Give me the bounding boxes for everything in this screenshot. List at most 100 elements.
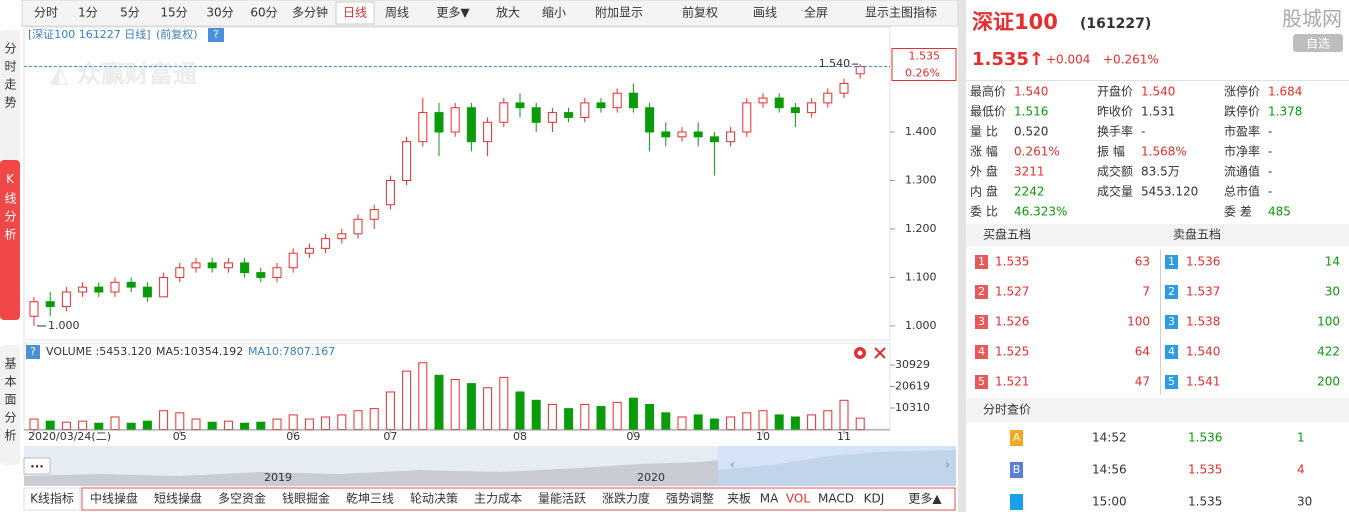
help-box[interactable] <box>26 345 40 359</box>
watch-button[interactable] <box>1293 34 1343 52</box>
change: +0.004 <box>1046 53 1090 67</box>
stat-value: 1.531 <box>1141 105 1175 119</box>
indicator-label[interactable]: 夹板 <box>727 492 751 506</box>
side-tab-label[interactable]: 基本面分析 <box>3 357 17 447</box>
toolbar-button[interactable] <box>530 2 578 24</box>
side-tab-label[interactable]: 分时走势 <box>3 42 17 114</box>
indicator-label[interactable]: 更多▲ <box>908 492 942 506</box>
toolbar-label[interactable]: 更多▼ <box>436 6 470 20</box>
navigator-more-label[interactable]: ... <box>30 457 44 471</box>
help-label[interactable]: ? <box>213 28 219 41</box>
indicator-label[interactable]: MA <box>760 492 779 506</box>
indicator-label[interactable]: VOL <box>786 492 810 506</box>
toolbar-label[interactable]: 分时 <box>34 6 58 20</box>
navigator-area <box>24 460 718 486</box>
indicator-label[interactable]: 轮动决策 <box>410 492 458 506</box>
watch-label[interactable]: 自选 <box>1306 37 1330 51</box>
side-tab[interactable] <box>0 30 20 160</box>
indicator-label[interactable]: 乾坤三线 <box>346 491 394 506</box>
indicator-first[interactable] <box>23 487 81 511</box>
toolbar-label[interactable]: 周线 <box>385 6 409 20</box>
side-tab-label[interactable]: K线分析 <box>3 172 17 246</box>
toolbar-label[interactable]: 60分 <box>250 6 277 20</box>
divider <box>958 0 966 512</box>
candle-body <box>207 262 217 269</box>
toolbar-button[interactable] <box>846 2 956 24</box>
toolbar-label[interactable]: 全屏 <box>804 5 828 20</box>
stat-label: 跌停价 <box>1224 104 1260 119</box>
candle-body <box>596 102 606 109</box>
volume-bar <box>288 414 298 430</box>
toolbar-button[interactable] <box>286 2 334 24</box>
toolbar-button[interactable] <box>335 1 375 25</box>
level-label: 4 <box>978 345 985 358</box>
toolbar-button[interactable] <box>488 2 528 24</box>
stat-label: 涨 幅 <box>970 144 998 159</box>
indicator-label[interactable]: MACD <box>818 492 854 506</box>
toolbar-label[interactable]: 5分 <box>120 6 140 20</box>
help-label[interactable]: ? <box>30 345 36 358</box>
toolbar-label[interactable]: 前复权 <box>682 5 718 20</box>
toolbar-button[interactable] <box>580 2 658 24</box>
settings-icon[interactable] <box>854 347 866 359</box>
side-tab[interactable] <box>0 345 20 465</box>
toolbar-label[interactable]: 30分 <box>206 6 233 20</box>
stat-label: 市净率 <box>1224 144 1260 159</box>
navigator-more[interactable] <box>23 457 51 475</box>
toolbar-button[interactable] <box>244 2 284 24</box>
toolbar-label[interactable]: 画线 <box>753 6 777 20</box>
indicator-label[interactable]: 多空资金 <box>218 491 266 506</box>
stat-label: 最低价 <box>970 105 1006 119</box>
indicator-label[interactable]: 强势调整 <box>666 491 714 506</box>
toolbar-button[interactable] <box>68 2 108 24</box>
trades-header <box>966 398 1349 422</box>
trade-price: 1.535 <box>1188 495 1222 509</box>
indicator-label[interactable]: 中线操盘 <box>90 491 138 506</box>
toolbar-button[interactable] <box>198 2 242 24</box>
candle-body <box>790 107 800 114</box>
candle-body <box>709 136 719 143</box>
side-tab[interactable] <box>0 160 20 320</box>
indicator-label[interactable]: KDJ <box>864 492 885 506</box>
toolbar-button[interactable] <box>110 2 150 24</box>
volume-bar <box>191 418 201 431</box>
toolbar-button[interactable] <box>790 2 842 24</box>
toolbar-button[interactable] <box>152 2 196 24</box>
stat-value: 1.516 <box>1014 105 1048 119</box>
watermark: ◭ 众赢财富通 <box>50 60 197 88</box>
toolbar-label[interactable]: 1分 <box>78 6 98 20</box>
navigator-handle[interactable]: › <box>945 458 950 472</box>
indicator-label[interactable]: 涨跌力度 <box>602 491 650 506</box>
book-volume: 63 <box>1135 255 1150 269</box>
toolbar-label[interactable]: 缩小 <box>542 5 566 20</box>
toolbar-label[interactable]: 多分钟 <box>292 5 328 20</box>
chart-subtitle: (前复权) <box>156 27 198 41</box>
toolbar-label[interactable]: 放大 <box>496 5 520 20</box>
trade-flag <box>1010 494 1023 510</box>
trade-flag-label: B <box>1013 463 1021 476</box>
toolbar-button[interactable] <box>420 2 486 24</box>
toolbar-label[interactable]: 显示主图指标 <box>865 5 937 20</box>
indicator-label[interactable]: 钱眼掘金 <box>282 491 330 506</box>
close-icon[interactable] <box>874 347 886 359</box>
candle-body <box>191 262 201 269</box>
toolbar-button[interactable] <box>660 2 740 24</box>
level-box <box>1165 285 1178 299</box>
navigator-handle[interactable]: ‹ <box>730 458 735 472</box>
book-volume: 422 <box>1317 345 1340 359</box>
indicator-label[interactable]: K线指标 <box>30 491 74 506</box>
indicator-label[interactable]: 短线操盘 <box>154 491 202 506</box>
toolbar-label[interactable]: 日线 <box>343 6 367 20</box>
indicator-label[interactable]: 主力成本 <box>474 492 522 506</box>
help-box[interactable] <box>208 28 224 42</box>
x-tick-label: 2020/03/24(二) <box>28 430 111 443</box>
toolbar-button[interactable] <box>24 2 68 24</box>
toolbar-button[interactable] <box>742 2 788 24</box>
toolbar-button[interactable] <box>378 2 416 24</box>
toolbar-label[interactable]: 附加显示 <box>595 6 643 20</box>
y-tick-label: 1.200 <box>905 222 937 235</box>
volume-bar <box>434 374 444 430</box>
toolbar-label[interactable]: 15分 <box>160 6 187 20</box>
indicator-label[interactable]: 量能活跃 <box>538 492 586 506</box>
